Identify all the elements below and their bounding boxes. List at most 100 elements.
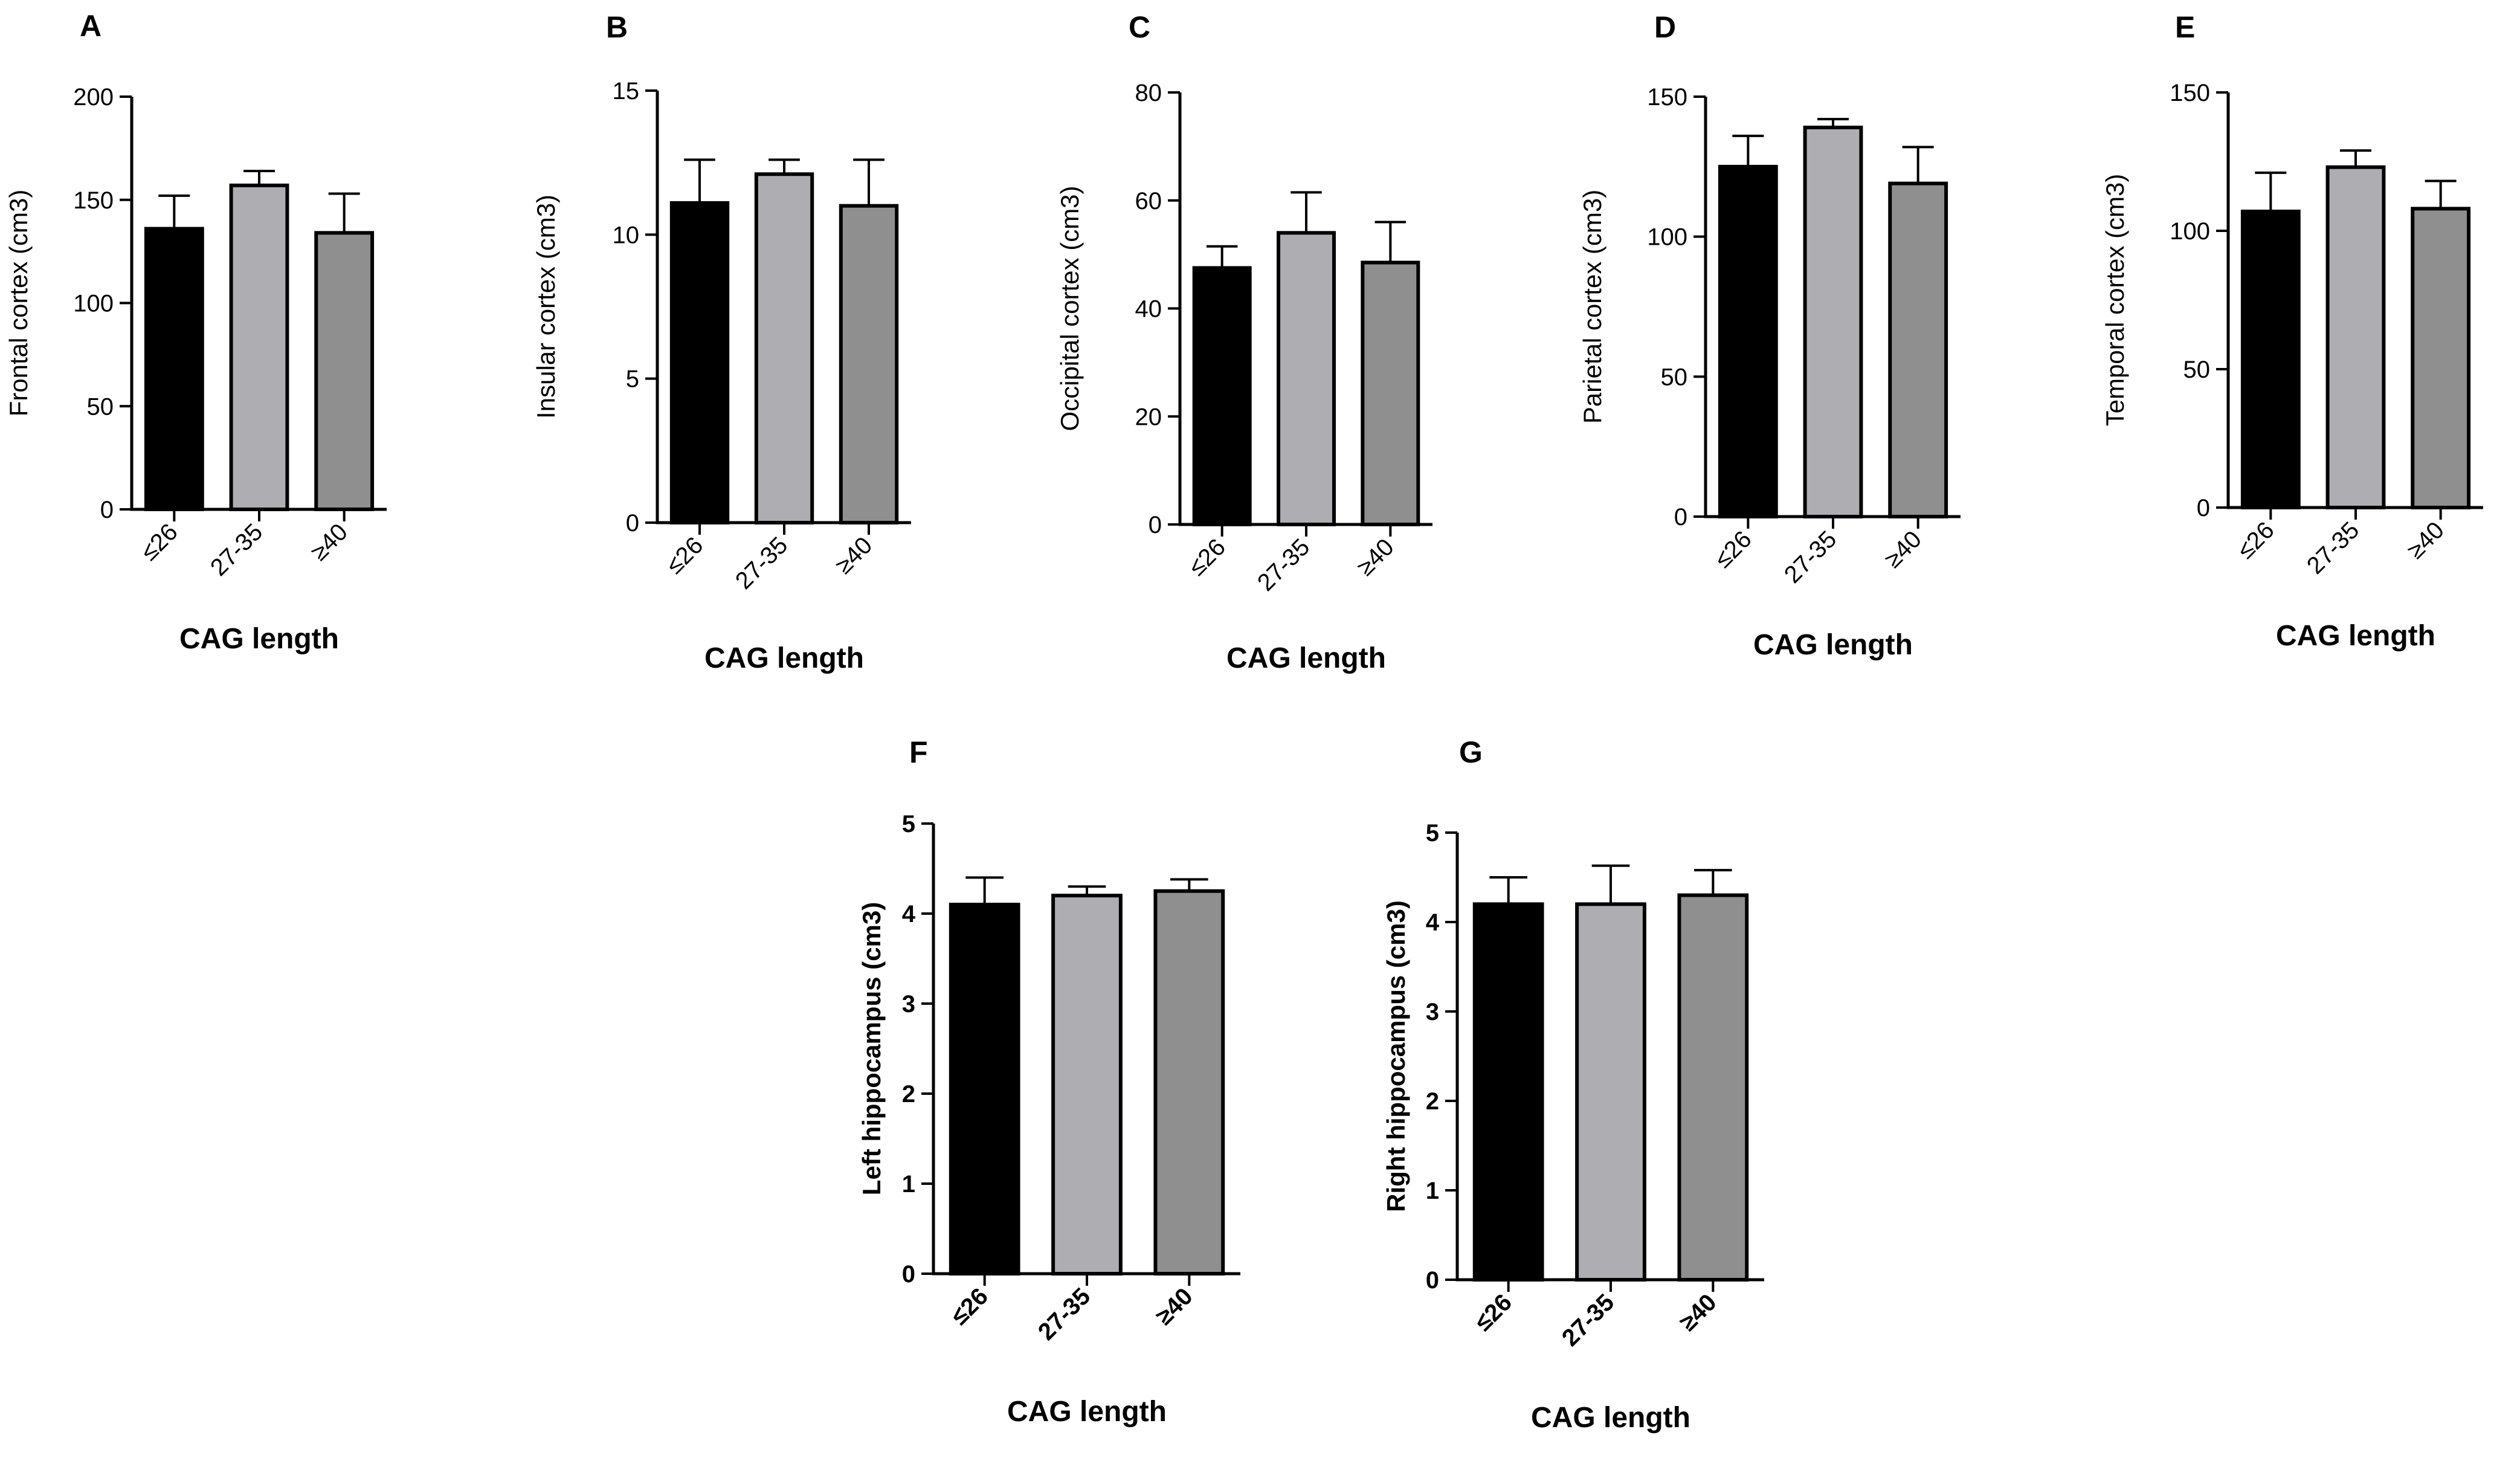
bar-27-35 [1051,894,1123,1276]
panel-label: G [1459,735,1483,769]
x-tick-label: ≥40 [1352,534,1399,581]
panel-a: A 0 50 100 150 200 ≤26 27-35 ≥40 Frontal cortex (… [4,9,387,655]
bar-≥40 [2411,207,2471,509]
bar-27-35 [1575,902,1646,1282]
y-tick-label: 0 [1426,1267,1439,1294]
y-tick-label: 0 [902,1261,915,1288]
y-tick-label: 100 [2170,218,2210,245]
y-tick-label: 100 [73,291,114,317]
y-tick-label: 150 [73,187,114,214]
y-tick-label: 50 [2183,356,2211,383]
x-tick-label: ≤26 [1710,526,1757,573]
panel-label: F [909,735,928,769]
bar-27-35 [229,183,289,512]
bar-≤26 [949,903,1020,1276]
y-tick-label: 15 [613,78,640,105]
bar-≤26 [2240,209,2301,509]
bar-≤26 [144,227,204,511]
bar-≤26 [1718,164,1778,519]
x-tick-label: ≥40 [1880,526,1927,573]
y-tick-label: 4 [1426,909,1440,936]
x-tick-label: ≤26 [661,532,708,579]
x-axis-title: CAG length [1007,1396,1167,1428]
x-tick-label: ≤26 [946,1283,993,1330]
y-tick-label: 150 [1647,84,1687,111]
panel-label: D [1654,10,1676,44]
x-axis-title: CAG length [1226,642,1386,674]
y-tick-label: 1 [902,1171,915,1198]
x-tick-label: 27-35 [1033,1283,1095,1345]
y-tick-label: 3 [902,991,915,1018]
y-tick-label: 4 [902,901,916,927]
panel-label: A [80,9,102,43]
y-tick-label: 0 [1674,504,1687,531]
y-tick-label: 50 [1661,364,1688,390]
x-tick-label: ≥40 [306,518,353,566]
y-tick-label: 80 [1135,80,1162,106]
bar-≥40 [839,204,899,524]
bar-≥40 [314,231,375,511]
y-axis-title: Right hippocampus (cm3) [1382,900,1410,1212]
y-tick-label: 40 [1135,296,1162,323]
panel-g: G 0 1 2 3 4 5 ≤26 27-35 ≥40 Right hippocampus (cm3… [1382,735,1764,1434]
x-tick-label: 27-35 [1557,1289,1619,1351]
x-tick-label: ≥40 [1675,1289,1722,1336]
y-tick-label: 1 [1426,1178,1439,1204]
bar-≥40 [1888,181,1948,518]
x-tick-label: 27-35 [2302,517,2364,579]
y-tick-label: 10 [613,222,640,248]
y-tick-label: 100 [1647,224,1687,251]
y-tick-label: 2 [1426,1088,1439,1115]
panel-label: C [1129,10,1150,44]
y-tick-label: 50 [87,393,114,420]
bar-≤26 [1192,266,1252,526]
panel-d: D 0 50 100 150 ≤26 27-35 ≥40 Parietal cortex (cm… [1578,10,1961,661]
y-tick-label: 150 [2170,80,2210,106]
x-tick-label: ≥40 [830,532,877,579]
bar-27-35 [1277,231,1336,526]
bar-27-35 [2325,165,2386,510]
y-tick-label: 5 [626,366,639,393]
x-tick-label: 27-35 [205,518,268,581]
y-axis-title: Occipital cortex (cm3) [1055,185,1084,431]
x-axis-title: CAG length [1531,1402,1690,1434]
bar-≥40 [1677,893,1749,1282]
panel-label: B [606,10,628,44]
y-tick-label: 5 [902,811,915,837]
panel-e: E 0 50 100 150 ≤26 27-35 ≥40 Temporal cortex (cm… [2101,10,2483,652]
bar-27-35 [754,172,814,524]
bar-≥40 [1361,260,1420,526]
x-axis-title: CAG length [2276,620,2435,652]
x-tick-label: ≤26 [2232,517,2280,564]
x-tick-label: ≤26 [1184,534,1231,581]
x-axis-title: CAG length [1753,629,1913,661]
y-tick-label: 2 [902,1081,915,1108]
y-tick-label: 0 [1149,512,1162,538]
panel-f: F 0 1 2 3 4 5 ≤26 27-35 ≥40 Left hippocampus (cm3)… [857,735,1240,1428]
y-tick-label: 0 [100,497,114,523]
y-axis-title: Parietal cortex (cm3) [1578,190,1606,424]
x-tick-label: 27-35 [730,532,793,594]
y-axis-title: Left hippocampus (cm3) [857,902,886,1195]
y-axis-title: Insular cortex (cm3) [532,195,560,419]
y-tick-label: 3 [1426,999,1439,1025]
panel-c: C 0 20 40 60 80 ≤26 27-35 ≥40 Occipital cortex (c… [1055,10,1432,674]
bar-≥40 [1153,889,1225,1276]
bar-27-35 [1803,125,1863,518]
x-tick-label: ≥40 [1151,1283,1198,1330]
y-tick-label: 60 [1135,188,1162,214]
x-tick-label: 27-35 [1779,526,1842,588]
y-axis-title: Temporal cortex (cm3) [2101,174,2129,427]
x-tick-label: 27-35 [1252,534,1315,596]
x-tick-label: ≤26 [136,518,183,566]
y-tick-label: 0 [626,510,639,537]
bar-≤26 [1472,902,1544,1282]
panel-label: E [2175,10,2195,44]
bar-≤26 [669,201,730,524]
x-tick-label: ≥40 [2402,517,2449,564]
x-axis-title: CAG length [179,623,339,655]
panel-b: B 0 5 10 15 ≤26 27-35 ≥40 Insular cortex (cm3) CA… [532,10,911,674]
y-tick-label: 200 [73,84,114,111]
x-tick-label: ≤26 [1470,1289,1517,1336]
